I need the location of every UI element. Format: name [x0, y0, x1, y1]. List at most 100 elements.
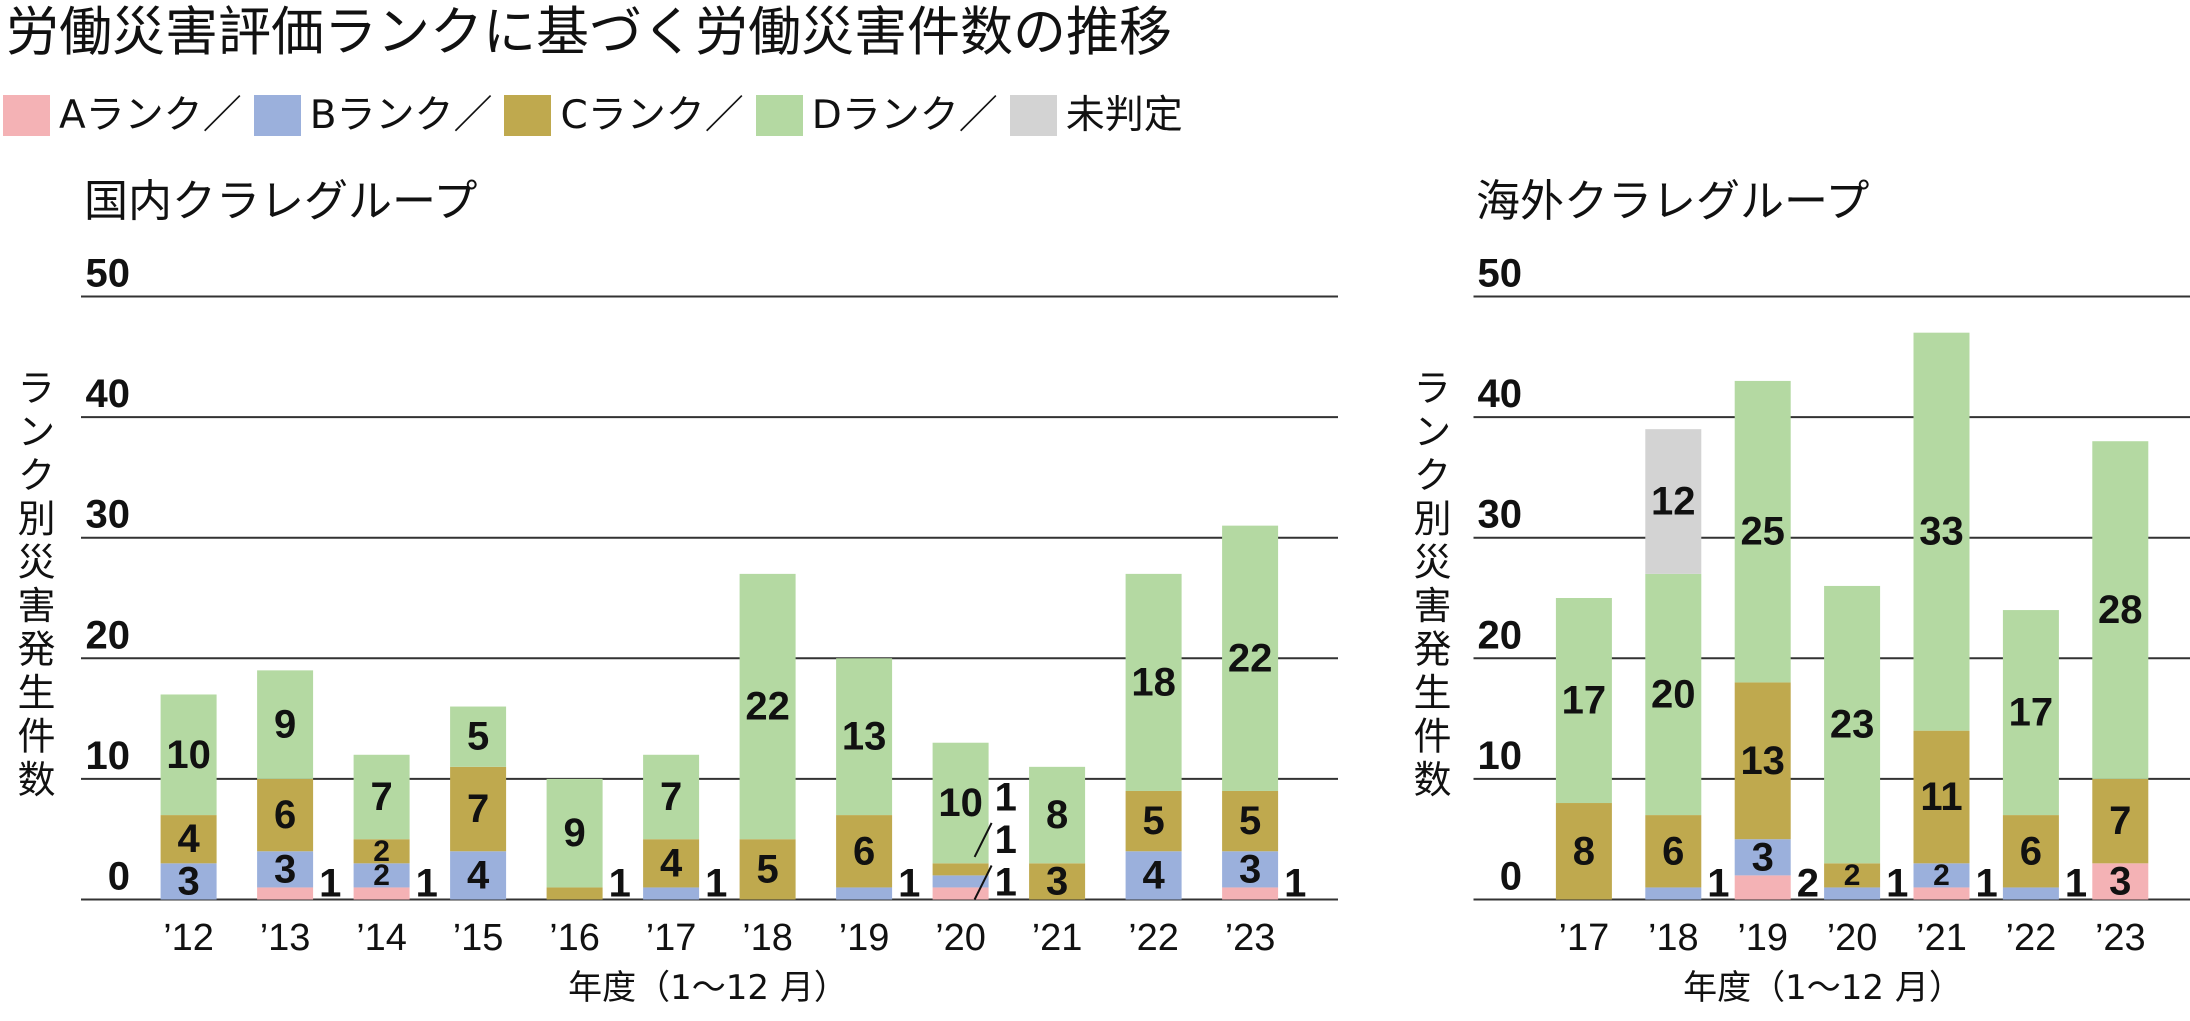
bar-segment: [1645, 573, 1702, 816]
legend-swatch-c: [504, 95, 552, 136]
data-label: 1: [1284, 862, 1306, 906]
y-tick-label: 40: [1478, 372, 1523, 416]
x-tick-label: ’13: [260, 917, 311, 959]
bar-segment: [932, 742, 989, 864]
bar-stack: 22 71: [353, 754, 438, 906]
bar-segment: [1222, 851, 1279, 888]
data-label: 1: [705, 862, 727, 906]
bar-segment: [1734, 682, 1791, 840]
legend-separator: ／: [704, 93, 744, 138]
bar-segment: [2092, 863, 2149, 900]
data-label: 22: [745, 685, 790, 729]
bar-segment: [353, 839, 410, 864]
bar-stack: 2 23 1: [1824, 585, 1908, 906]
bar-segment: [2002, 887, 2059, 900]
data-label: 7: [370, 775, 392, 819]
data-label: 20: [1651, 672, 1696, 716]
bar-segment: [2002, 815, 2059, 888]
overseas-plot: 01020304050817’17620121’18313252’192231’…: [1473, 252, 2190, 959]
x-tick-label: ’23: [2095, 917, 2146, 959]
data-label: 12: [1651, 480, 1696, 524]
overseas-chart-title: 海外クラレグループ: [1476, 176, 1870, 227]
data-label: 1: [2065, 862, 2087, 906]
legend-swatch-b: [253, 95, 301, 136]
bar-segment: [1222, 790, 1279, 852]
bar-stack: 3 13 25 2: [1734, 380, 1819, 906]
data-label: 4: [467, 853, 490, 897]
data-label: 2: [373, 859, 390, 892]
overseas-x-axis-label: 年度（1～12 月）: [1683, 968, 1963, 1008]
bar-segment: [1222, 525, 1279, 791]
domestic-plot: 010203040503410’123691’132271’14475’1591…: [81, 252, 1338, 959]
bar-segment: [353, 887, 410, 900]
legend-item-c: Cランク／: [504, 93, 744, 138]
y-tick-label: 20: [86, 613, 131, 657]
y-tick-label: 30: [86, 493, 131, 537]
legend-item-b: Bランク／: [253, 93, 492, 138]
data-label: 28: [2098, 588, 2143, 632]
legend-swatch-unrated: [1009, 95, 1057, 136]
data-label: 11: [1920, 775, 1962, 819]
legend-swatch-a: [3, 95, 50, 136]
bar-segment: [1913, 332, 1970, 731]
bar-stack: 3 6 9 1: [257, 670, 341, 906]
bar-segment: [1645, 815, 1702, 888]
bar-segment: [739, 839, 796, 900]
data-label: 5: [756, 847, 778, 891]
bar-segment: [160, 863, 217, 900]
x-tick-label: ’19: [839, 917, 890, 959]
x-tick-label: ’21: [1032, 917, 1083, 959]
bar-segment: [1734, 380, 1791, 683]
data-label: 17: [2009, 691, 2054, 735]
bar-segment: [546, 778, 603, 888]
data-label: 1: [995, 861, 1017, 905]
y-tick-label: 10: [1478, 734, 1523, 778]
bar-segment: [2092, 441, 2149, 779]
data-label: 8: [1573, 829, 1595, 873]
data-label: 4: [660, 841, 683, 885]
bar-segment: [1913, 887, 1970, 900]
data-label: 1: [995, 818, 1017, 862]
data-label: 6: [1662, 829, 1684, 873]
data-label: 6: [274, 793, 296, 837]
bar-segment: [546, 887, 603, 900]
legend-item-unrated: 未判定: [1009, 95, 1183, 136]
bar-stack: 8 17: [1555, 598, 1612, 900]
y-tick-label: 10: [86, 734, 131, 778]
domestic-chart-title: 国内クラレグループ: [84, 176, 478, 227]
bar-stack: 5 22: [739, 573, 796, 900]
data-label: 18: [1131, 660, 1176, 704]
bar-segment: [643, 754, 700, 840]
bar-segment: [932, 887, 989, 900]
bar-stack: 4 71: [643, 754, 727, 906]
data-label: 2: [373, 835, 390, 868]
bar-segment: [1913, 863, 1970, 888]
data-label: 10: [166, 733, 211, 777]
data-label: 1: [995, 775, 1017, 819]
data-label: 6: [2020, 829, 2042, 873]
bar-segment: [1734, 875, 1791, 900]
data-label: 2: [1933, 859, 1950, 892]
legend-label-b: Bランク: [309, 93, 454, 138]
legend: Aランク／ Bランク／ Cランク／ Dランク／ 未判定: [3, 95, 1195, 136]
data-label: 13: [842, 715, 887, 759]
bar-segment: [1824, 887, 1881, 900]
domestic-y-axis-label: ランク別災害発生件数: [11, 368, 55, 803]
x-tick-label: ’18: [742, 917, 793, 959]
bar-stack: 38: [1029, 766, 1086, 903]
bar-segment: [836, 887, 893, 900]
bar-segment: [1913, 730, 1970, 864]
bar-segment: [836, 815, 893, 888]
data-label: 10: [938, 781, 983, 825]
y-tick-label: 20: [1478, 613, 1523, 657]
data-label: 1: [1886, 862, 1908, 906]
data-label: 5: [1142, 799, 1164, 843]
data-label: 1: [416, 862, 438, 906]
bar-segment: [932, 875, 989, 888]
bar-segment: [643, 839, 700, 888]
bar-segment: [257, 887, 314, 900]
bar-segment: [257, 851, 314, 888]
bar-segment: [643, 887, 700, 900]
